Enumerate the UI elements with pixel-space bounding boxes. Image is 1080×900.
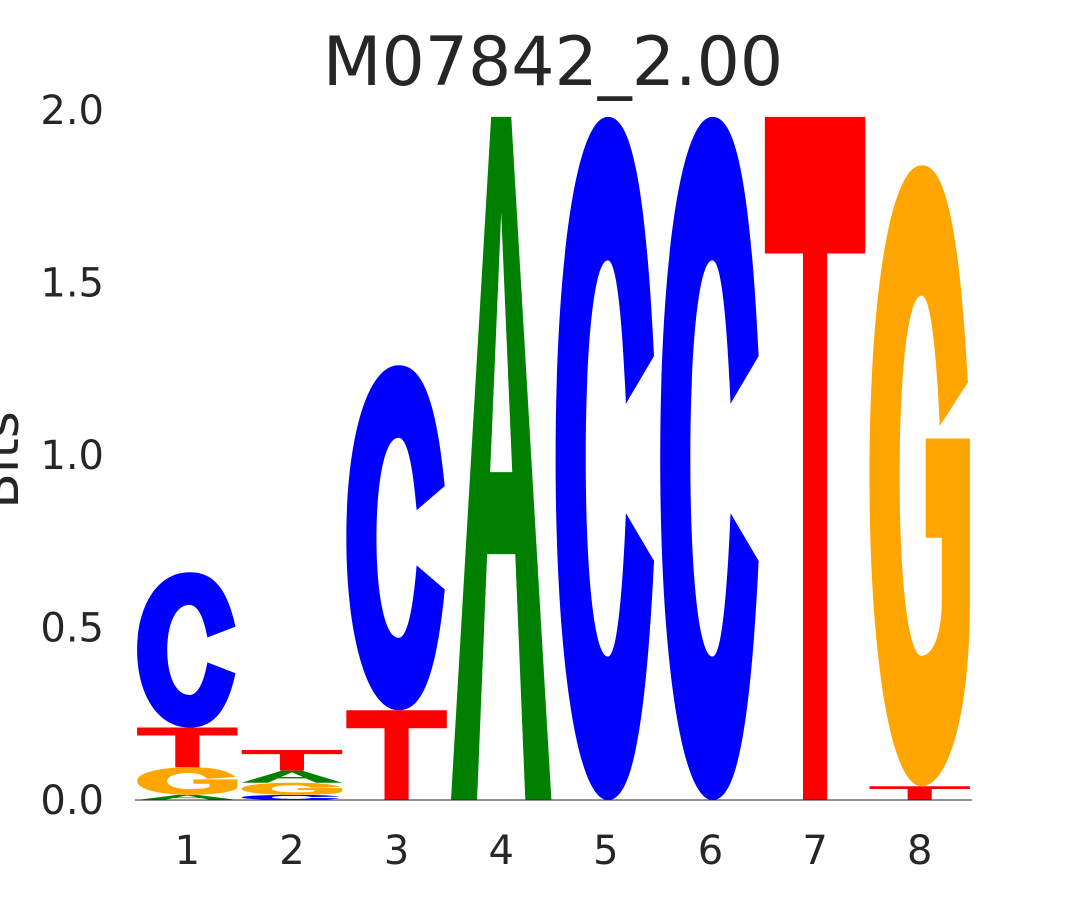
x-tick-label: 8	[907, 828, 932, 874]
x-tick-label: 7	[802, 828, 827, 874]
logo-letter-t	[764, 116, 866, 800]
x-tick-label: 5	[593, 828, 618, 874]
logo-letter-c	[555, 116, 655, 800]
logo-letter-t	[137, 727, 238, 768]
y-axis-ticks: 0.0 0.5 1.0 1.5 2.0	[40, 88, 104, 824]
chart-title: M07842_2.00	[323, 23, 783, 102]
logo-letters	[137, 116, 970, 800]
y-tick-label: 1.0	[40, 433, 104, 479]
logo-letter-t	[869, 786, 970, 800]
y-tick-label: 0.5	[40, 606, 104, 652]
logo-letter-g	[137, 767, 238, 795]
logo-letter-a	[137, 794, 238, 800]
x-tick-label: 6	[698, 828, 723, 874]
logo-letter-g	[241, 782, 343, 795]
x-tick-label: 1	[175, 828, 200, 874]
logo-letter-c	[241, 794, 341, 800]
logo-letter-g	[869, 165, 970, 787]
logo-letter-a	[241, 770, 343, 783]
logo-letter-c	[346, 365, 445, 711]
logo-letter-a	[450, 116, 552, 800]
logo-letter-t	[241, 749, 343, 771]
y-tick-label: 2.0	[40, 88, 104, 134]
logo-letter-t	[346, 710, 447, 800]
x-axis-ticks: 1 2 3 4 5 6 7 8	[175, 828, 933, 874]
logo-letter-c	[660, 116, 759, 800]
y-tick-label: 1.5	[40, 261, 104, 307]
x-tick-label: 3	[384, 828, 409, 874]
x-tick-label: 4	[488, 828, 513, 874]
x-tick-label: 2	[279, 828, 304, 874]
logo-letter-c	[137, 572, 236, 728]
y-axis-label: Bits	[0, 411, 31, 509]
y-tick-label: 0.0	[40, 778, 104, 824]
